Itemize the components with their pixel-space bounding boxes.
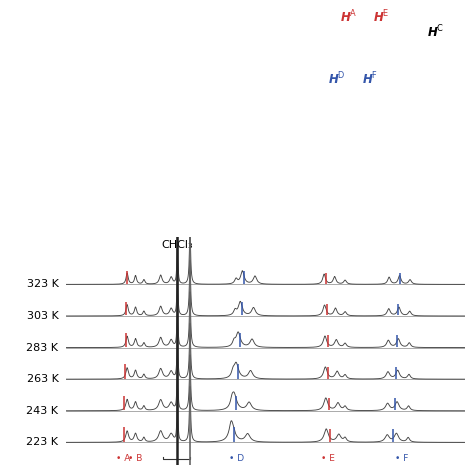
Text: CHCl₃: CHCl₃ xyxy=(162,240,193,250)
Text: • B: • B xyxy=(128,455,143,464)
Text: 323 K: 323 K xyxy=(27,279,58,290)
Text: 283 K: 283 K xyxy=(27,343,58,353)
Text: • E: • E xyxy=(321,455,335,464)
Text: 243 K: 243 K xyxy=(27,406,58,416)
Text: H$^{\rm A}$: H$^{\rm A}$ xyxy=(340,9,357,26)
Text: H$^{\rm C}$: H$^{\rm C}$ xyxy=(428,24,445,40)
Text: H$^{\rm F}$: H$^{\rm F}$ xyxy=(362,71,378,87)
Text: • D: • D xyxy=(228,455,244,464)
Text: 263 K: 263 K xyxy=(27,374,58,384)
Text: • A: • A xyxy=(116,455,130,464)
Text: H$^{\rm E}$: H$^{\rm E}$ xyxy=(374,9,390,26)
Text: 223 K: 223 K xyxy=(27,438,58,447)
Text: H$^{\rm D}$: H$^{\rm D}$ xyxy=(328,71,346,87)
Text: 303 K: 303 K xyxy=(27,311,58,321)
Text: • F: • F xyxy=(395,455,408,464)
